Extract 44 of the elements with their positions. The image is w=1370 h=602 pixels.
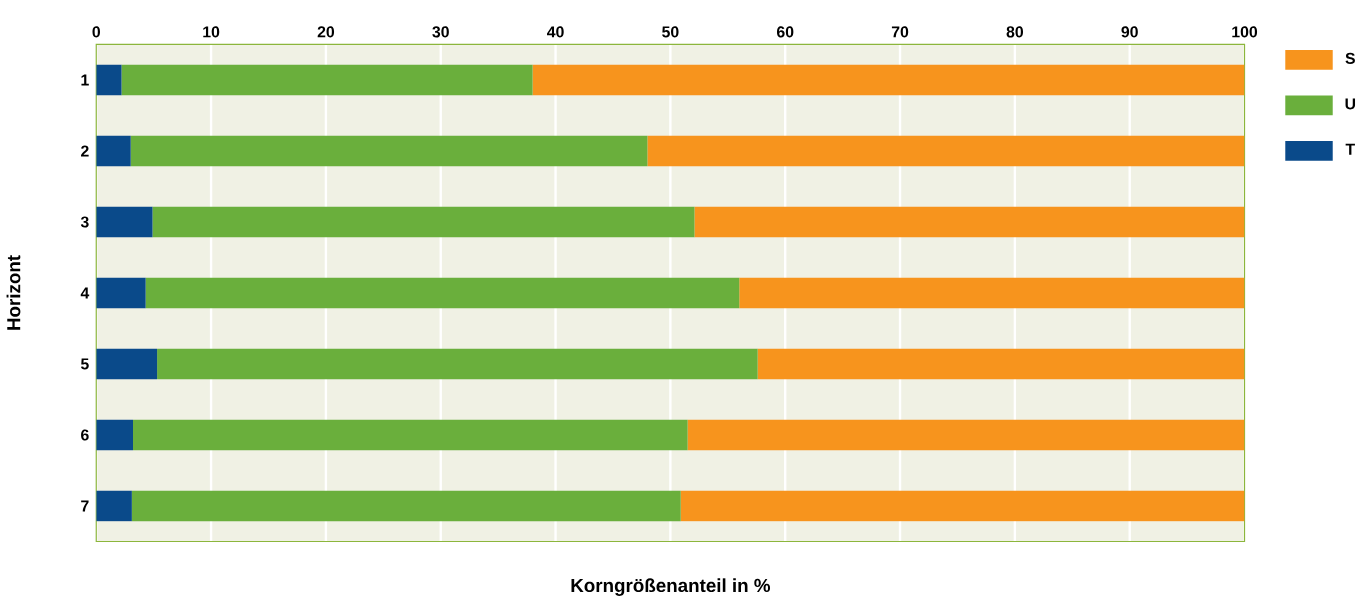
bar (96, 348, 158, 380)
bar (121, 64, 533, 96)
bar (152, 206, 695, 238)
x-tick-label: 50 (662, 26, 679, 38)
x-tick-label: 70 (891, 26, 909, 38)
y-tick-label: 1 (81, 74, 89, 86)
legend-label: U (1345, 98, 1356, 110)
bar (96, 419, 133, 451)
bar (757, 348, 1245, 380)
bar (131, 490, 681, 522)
bar (133, 419, 688, 451)
x-tick-label: 60 (777, 26, 794, 38)
x-tick-label: 40 (547, 26, 564, 38)
legend-label: T (1345, 143, 1355, 155)
bar (532, 64, 1245, 96)
bar (96, 64, 122, 96)
x-tick-label: 80 (1006, 26, 1024, 38)
bar (96, 490, 132, 522)
x-tick-label: 30 (432, 26, 449, 38)
y-tick-label: 3 (80, 216, 89, 228)
bar (130, 135, 648, 167)
bar (157, 348, 758, 380)
y-tick-label: 5 (80, 358, 89, 370)
bar (694, 206, 1245, 238)
bar (96, 135, 131, 167)
x-tick-label: 0 (92, 26, 101, 38)
bar (687, 419, 1245, 451)
y-tick-label: 6 (81, 429, 89, 441)
x-tick-label: 10 (203, 26, 220, 38)
legend-label: S (1345, 52, 1355, 64)
x-tick-label: 20 (317, 26, 335, 38)
x-tick-label: 100 (1232, 26, 1258, 38)
x-tick-label: 90 (1121, 26, 1138, 38)
y-tick-label: 7 (81, 500, 89, 512)
bar (96, 206, 153, 238)
bar (680, 490, 1245, 522)
bar (647, 135, 1245, 167)
y-tick-label: 4 (80, 287, 90, 299)
bar (145, 277, 740, 309)
y-tick-label: 2 (81, 145, 89, 157)
bar (739, 277, 1245, 309)
y-axis-title: Horizont (6, 254, 21, 330)
bar (96, 277, 146, 309)
x-axis-title: Korngrößenanteil in % (571, 578, 771, 596)
